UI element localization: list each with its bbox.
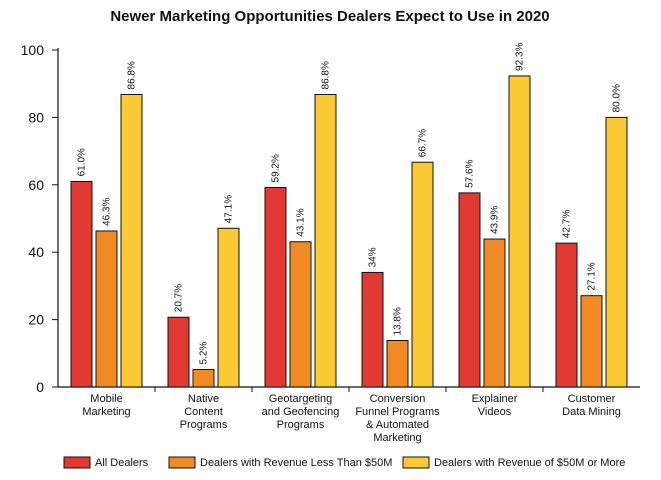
- x-tick-label: Content: [184, 406, 223, 418]
- x-tick-label: and Geofencing: [262, 406, 340, 418]
- bar: [605, 116, 628, 388]
- legend-swatch: [402, 456, 430, 469]
- data-label: 46.3%: [102, 198, 113, 226]
- data-label: 66.7%: [418, 129, 429, 157]
- x-tick-label: Data Mining: [562, 406, 621, 418]
- data-label: 43.1%: [296, 208, 307, 236]
- bar: [580, 295, 603, 388]
- y-tick-label: 40: [28, 244, 44, 260]
- x-tick-label: Funnel Programs: [355, 406, 440, 418]
- data-label: 92.3%: [515, 42, 526, 70]
- x-tick-label: Geotargeting: [269, 393, 333, 405]
- data-label: 86.8%: [321, 61, 332, 89]
- data-labels: 61.0% 46.3% 86.8% 20.7% 5.2% 47.1% 59.2% 43.1% 8…: [77, 42, 623, 364]
- x-tick-label: Programs: [277, 419, 325, 431]
- bars: [70, 75, 628, 388]
- data-label: 59.2%: [271, 154, 282, 182]
- data-label: 42.7%: [562, 210, 573, 238]
- bar: [192, 368, 215, 388]
- data-label: 43.9%: [490, 206, 501, 234]
- data-label: 57.6%: [465, 159, 476, 187]
- legend-label: All Dealers: [95, 457, 149, 469]
- x-tick-label: Explainer: [472, 393, 518, 405]
- legend-label: Dealers with Revenue Less Than $50M: [200, 457, 392, 469]
- bar: [361, 271, 384, 388]
- x-tick-label: Native: [188, 393, 219, 405]
- bar: [120, 93, 143, 388]
- bar: [264, 186, 287, 388]
- data-label: 13.8%: [393, 307, 404, 335]
- y-tick-label: 80: [28, 109, 44, 125]
- legend-swatch: [168, 456, 196, 469]
- x-tick-label: Marketing: [373, 432, 421, 444]
- bar: [508, 75, 531, 388]
- bar: [289, 241, 312, 388]
- chart-title: Newer Marketing Opportunities Dealers Ex…: [110, 8, 549, 25]
- y-tick-label: 0: [36, 379, 44, 395]
- bar: [314, 93, 337, 388]
- x-tick-label: Programs: [180, 419, 228, 431]
- data-label: 47.1%: [224, 195, 235, 223]
- x-tick-label: & Automated: [366, 419, 429, 431]
- bar: [458, 192, 481, 388]
- x-axis: MobileMarketingNativeContentProgramsGeot…: [58, 386, 640, 444]
- bar: [483, 238, 506, 388]
- data-label: 5.2%: [199, 342, 210, 365]
- bar: [217, 227, 240, 388]
- x-tick-label: Conversion: [370, 393, 426, 405]
- data-label: 80.0%: [612, 84, 623, 112]
- x-tick-label: Customer: [568, 393, 616, 405]
- data-label: 34%: [368, 247, 379, 267]
- x-tick-label: Videos: [478, 406, 512, 418]
- y-tick-label: 20: [28, 312, 44, 328]
- legend: All Dealers Dealers with Revenue Less Tha…: [63, 456, 625, 469]
- data-label: 86.8%: [127, 61, 138, 89]
- bar: [95, 230, 118, 388]
- data-label: 20.7%: [174, 284, 185, 312]
- data-label: 61.0%: [77, 148, 88, 176]
- y-axis: 0 20 40 60 80 100: [21, 42, 59, 395]
- legend-label: Dealers with Revenue of $50M or More: [434, 457, 625, 469]
- data-label: 27.1%: [587, 262, 598, 290]
- bar: [555, 242, 578, 388]
- bar: [386, 339, 409, 388]
- x-tick-label: Marketing: [82, 406, 130, 418]
- bar: [70, 180, 93, 388]
- bar: [167, 316, 190, 388]
- x-tick-label: Mobile: [90, 393, 122, 405]
- bar: [411, 161, 434, 388]
- legend-swatch: [63, 456, 91, 469]
- y-tick-label: 60: [28, 177, 44, 193]
- y-tick-label: 100: [21, 42, 45, 58]
